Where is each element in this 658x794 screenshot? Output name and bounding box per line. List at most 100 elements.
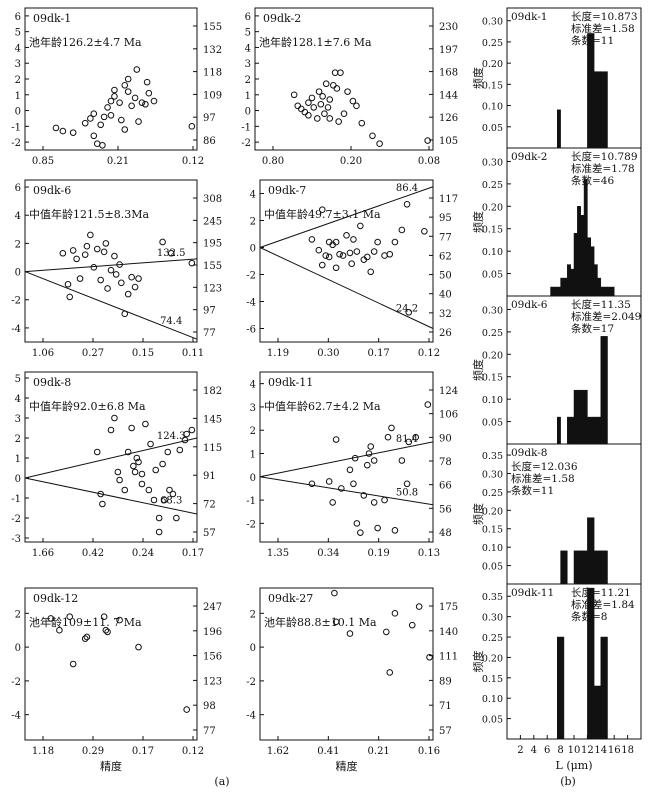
data-point: [150, 97, 158, 105]
histograms: 0.050.100.150.200.250.30 09dk-1 长度=10.873标…: [471, 7, 642, 772]
age-tick-label: 97: [203, 113, 216, 124]
hist-bar: [570, 268, 575, 297]
x-tick-label: 0.15: [132, 348, 154, 359]
hist-bar: [580, 389, 588, 445]
age-tick-label: 71: [439, 701, 452, 712]
freq-axis-label: 频度: [471, 651, 485, 673]
age-tick-label: 155: [203, 261, 222, 272]
data-point: [107, 266, 115, 274]
sample-title: 09dk-8: [33, 376, 71, 389]
hist-x-tick-label: 14: [594, 745, 607, 756]
y-tick-label: -4: [11, 324, 21, 335]
hist-bar: [580, 550, 588, 585]
age-tick-label: 123: [203, 283, 222, 294]
data-point: [315, 246, 323, 254]
data-point: [135, 275, 142, 282]
radial-plot-09dk-2: 09dk-2 池年龄128.1±7.6 Ma -2 -1 0 1 2 3 4 5 6 230 197 16…: [241, 7, 458, 167]
data-point: [116, 99, 123, 106]
data-point: [166, 486, 173, 494]
data-point: [130, 462, 137, 470]
plot-frame: [24, 179, 198, 343]
age-label: 中值年龄121.5±8.3Ma: [29, 207, 149, 221]
age-tick-label: 182: [203, 386, 222, 397]
data-point: [97, 121, 104, 129]
hist-y-tick-label: 0.15: [482, 525, 503, 536]
y-tick-label: 2: [250, 217, 256, 228]
data-point: [59, 249, 67, 257]
y-tick-label: 4: [15, 43, 21, 54]
ray-label: 74.4: [160, 316, 182, 327]
x-tick-label: 0.17: [182, 548, 204, 559]
x-tick-label: 0.12: [418, 348, 440, 359]
hist-bar: [600, 336, 608, 445]
age-ray: [24, 258, 198, 273]
hist-stat: 标准差=1.84: [571, 598, 635, 611]
age-tick-label: 86: [203, 136, 216, 147]
age-tick-label: 111: [439, 652, 458, 663]
data-point: [97, 276, 104, 284]
data-point: [370, 499, 378, 506]
x-tick-label: 0.20: [340, 156, 362, 167]
data-point: [73, 255, 80, 263]
age-tick-label: 197: [439, 45, 458, 56]
hist-bar: [560, 277, 568, 297]
hist-bar: [583, 179, 588, 297]
ray-label: 24.2: [396, 303, 418, 314]
hist-y-tick-label: 0.10: [482, 247, 503, 258]
data-point: [133, 454, 141, 462]
data-point: [384, 433, 392, 441]
plot-frame: [254, 7, 434, 151]
data-point: [135, 643, 142, 651]
hist-bar: [593, 685, 602, 740]
data-point: [351, 454, 359, 462]
data-point: [346, 630, 354, 637]
radial-plot-09dk-6: 09dk-6 中值年龄121.5±8.3Ma -4 -2 0 2 4 6 308 245 195 15…: [11, 179, 222, 359]
hist-y-tick-label: 0.35: [482, 592, 503, 603]
age-tick-label: 195: [203, 239, 222, 250]
age-tick-label: 57: [439, 726, 452, 737]
age-label: 池年龄109±11. 7 Ma: [29, 615, 142, 629]
age-tick-label: 126: [439, 113, 458, 124]
y-tick-label: -1: [241, 122, 251, 133]
data-point: [111, 414, 118, 422]
x-tick-label: 0.11: [182, 348, 204, 359]
age-ray: [259, 186, 434, 248]
y-tick-label: -2: [11, 138, 21, 149]
age-tick-label: 247: [203, 602, 222, 613]
data-point: [90, 264, 98, 271]
plot-frame: [24, 7, 198, 151]
age-ray: [259, 476, 434, 506]
data-point: [183, 706, 190, 713]
data-point: [131, 94, 139, 102]
data-point: [159, 238, 166, 246]
hist-bar: [567, 416, 575, 445]
data-point: [164, 448, 172, 456]
data-point: [150, 496, 158, 504]
age-ray: [259, 441, 434, 478]
data-point: [155, 528, 163, 536]
data-point: [111, 86, 118, 94]
age-tick-label: 66: [439, 481, 452, 492]
data-point: [348, 260, 355, 268]
age-label: 池年龄128.1±7.6 Ma: [259, 35, 372, 49]
data-point: [339, 252, 347, 259]
data-point: [353, 248, 361, 255]
data-point: [357, 529, 364, 536]
ray-label: 68.3: [160, 496, 182, 507]
length-histogram-09dk-11: 0.05 0.10 0.15 0.20 0.25 0.30 0.35 09dk-11 长度=11…: [471, 583, 642, 772]
data-point: [332, 238, 340, 246]
radial-plot-09dk-8: 09dk-8 中值年龄92.0±6.8 Ma -3 -2 -1 0 1 2 3 4 5 182 145 1…: [11, 371, 222, 559]
data-point: [128, 102, 135, 110]
data-point: [121, 82, 129, 89]
y-tick-label: -2: [246, 271, 256, 282]
y-tick-label: -2: [11, 514, 21, 525]
data-point: [128, 273, 135, 281]
age-tick-label: 97: [203, 306, 216, 317]
hist-bar: [577, 206, 581, 297]
age-ray: [24, 271, 198, 340]
plot-frame: [259, 371, 434, 543]
data-point: [310, 104, 318, 111]
y-tick-label: -1: [11, 494, 21, 505]
hist-stat: 长度=11.35: [571, 298, 631, 311]
data-point: [99, 141, 106, 149]
